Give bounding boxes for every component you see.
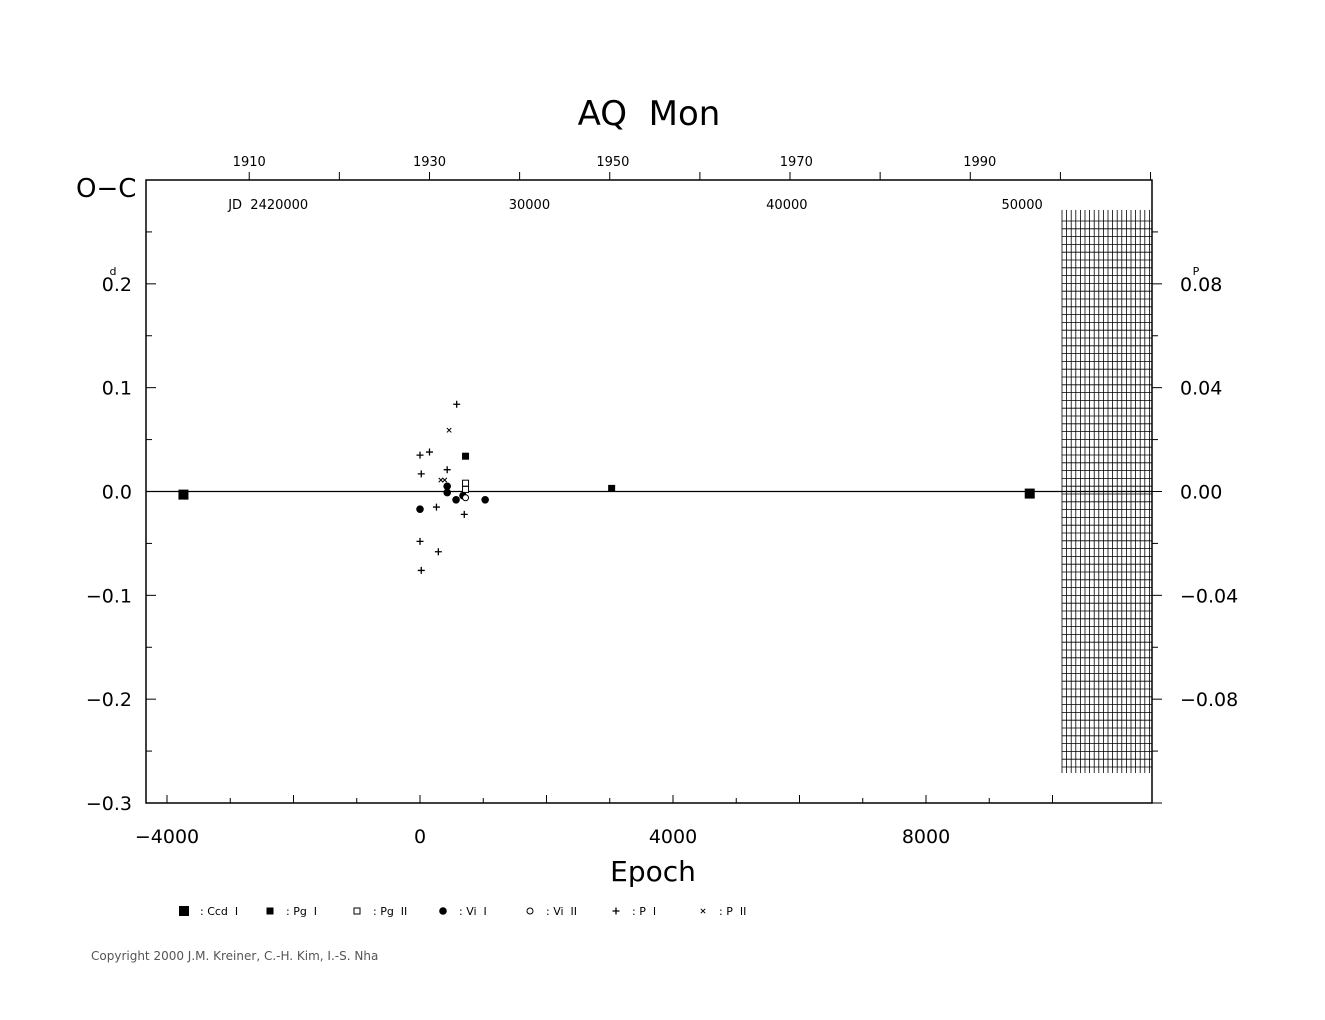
- data-point: [417, 470, 425, 478]
- jd-label: 50000: [1001, 198, 1042, 213]
- year-tick-label: 1950: [596, 155, 629, 170]
- data-point: [416, 451, 424, 459]
- series-circle-open: [462, 494, 470, 502]
- data-point: [453, 400, 461, 408]
- series-cross: [438, 427, 452, 483]
- data-point: [417, 566, 425, 574]
- legend-item: : Ccd I: [179, 905, 238, 918]
- data-point: [432, 503, 440, 511]
- legend-marker: [526, 907, 534, 915]
- data-point: [462, 485, 470, 493]
- data-point: [442, 477, 448, 483]
- data-point: [443, 488, 451, 497]
- legend-item: : P I: [612, 905, 656, 918]
- legend-item: : P II: [700, 905, 746, 918]
- right-tick-label: 0.08: [1180, 274, 1222, 296]
- year-tick-label: 1970: [780, 155, 813, 170]
- series-square-large: [178, 488, 1035, 500]
- y-axis-title: O−C: [76, 174, 136, 204]
- year-tick-label: 1990: [963, 155, 996, 170]
- data-point: [481, 496, 489, 504]
- data-point: [462, 479, 470, 487]
- data-point: [425, 448, 433, 456]
- y-tick-label: 0.1: [102, 378, 132, 400]
- data-point: [452, 496, 460, 504]
- x-tick-label: 8000: [902, 826, 950, 848]
- legend-label: : P I: [632, 905, 656, 918]
- data-point: [446, 427, 452, 433]
- legend-marker: [700, 908, 706, 914]
- copyright-notice: Copyright 2000 J.M. Kreiner, C.-H. Kim, …: [91, 949, 379, 963]
- jd-label: JD 2420000: [227, 198, 308, 213]
- data-point: [443, 482, 451, 491]
- right-tick-label: 0.04: [1180, 378, 1222, 400]
- right-tick-label: 0.00: [1180, 482, 1222, 504]
- data-point: [434, 548, 442, 556]
- series-square-small: [462, 452, 616, 492]
- chart-title: AQ Mon: [578, 94, 721, 134]
- legend-item: : Vi I: [439, 905, 487, 918]
- y-tick-label: 0.0: [102, 482, 132, 504]
- right-tick-label: −0.04: [1180, 585, 1238, 607]
- data-point: [178, 489, 189, 500]
- hatch-grid: [1061, 210, 1152, 773]
- jd-label: 40000: [766, 198, 807, 213]
- data-point: [438, 477, 444, 483]
- data-point: [460, 510, 468, 518]
- x-tick-label: −4000: [135, 826, 199, 848]
- data-point: [462, 494, 470, 502]
- legend-item: : Pg II: [353, 905, 407, 918]
- series-circle-filled: [416, 482, 489, 513]
- data-point: [608, 484, 616, 492]
- legend-marker: [439, 907, 447, 915]
- year-tick-label: 1910: [233, 155, 266, 170]
- year-tick-label: 1930: [413, 155, 446, 170]
- jd-label: 30000: [509, 198, 550, 213]
- legend-marker: [612, 907, 620, 915]
- data-point: [1024, 488, 1035, 499]
- legend-label: : Pg II: [373, 905, 407, 918]
- y-unit-label: d: [110, 265, 117, 278]
- y-tick-label: −0.1: [86, 585, 132, 607]
- y-tick-label: 0.2: [102, 274, 132, 296]
- legend-label: : P II: [719, 905, 746, 918]
- legend-marker: [353, 907, 361, 915]
- data-point: [416, 505, 424, 513]
- legend: : Ccd I : Pg I : Pg II : Vi I : Vi II : P I : …: [179, 905, 746, 918]
- legend-marker: [179, 906, 189, 916]
- series-plus: [416, 400, 468, 574]
- legend-item: : Vi II: [526, 905, 577, 918]
- data-point: [416, 537, 424, 545]
- legend-item: : Pg I: [266, 905, 317, 918]
- data-point: [462, 452, 470, 460]
- x-tick-label: 4000: [649, 826, 697, 848]
- legend-label: : Vi I: [459, 905, 487, 918]
- series-square-open: [462, 479, 470, 493]
- right-tick-label: −0.08: [1180, 689, 1238, 711]
- legend-marker: [266, 907, 274, 915]
- y-tick-label: −0.3: [86, 793, 132, 815]
- right-unit-label: P: [1193, 265, 1200, 278]
- data-point: [443, 466, 451, 474]
- legend-label: : Vi II: [546, 905, 577, 918]
- y-tick-label: −0.2: [86, 689, 132, 711]
- x-axis-title: Epoch: [610, 855, 696, 888]
- x-tick-label: 0: [414, 826, 426, 848]
- legend-label: : Pg I: [286, 905, 317, 918]
- legend-label: : Ccd I: [200, 905, 238, 918]
- plot-area: −4000 0 4000 8000 0.2 0.1 0.0 −0.1 −0.2 −0.3 d 0.08…: [86, 155, 1238, 848]
